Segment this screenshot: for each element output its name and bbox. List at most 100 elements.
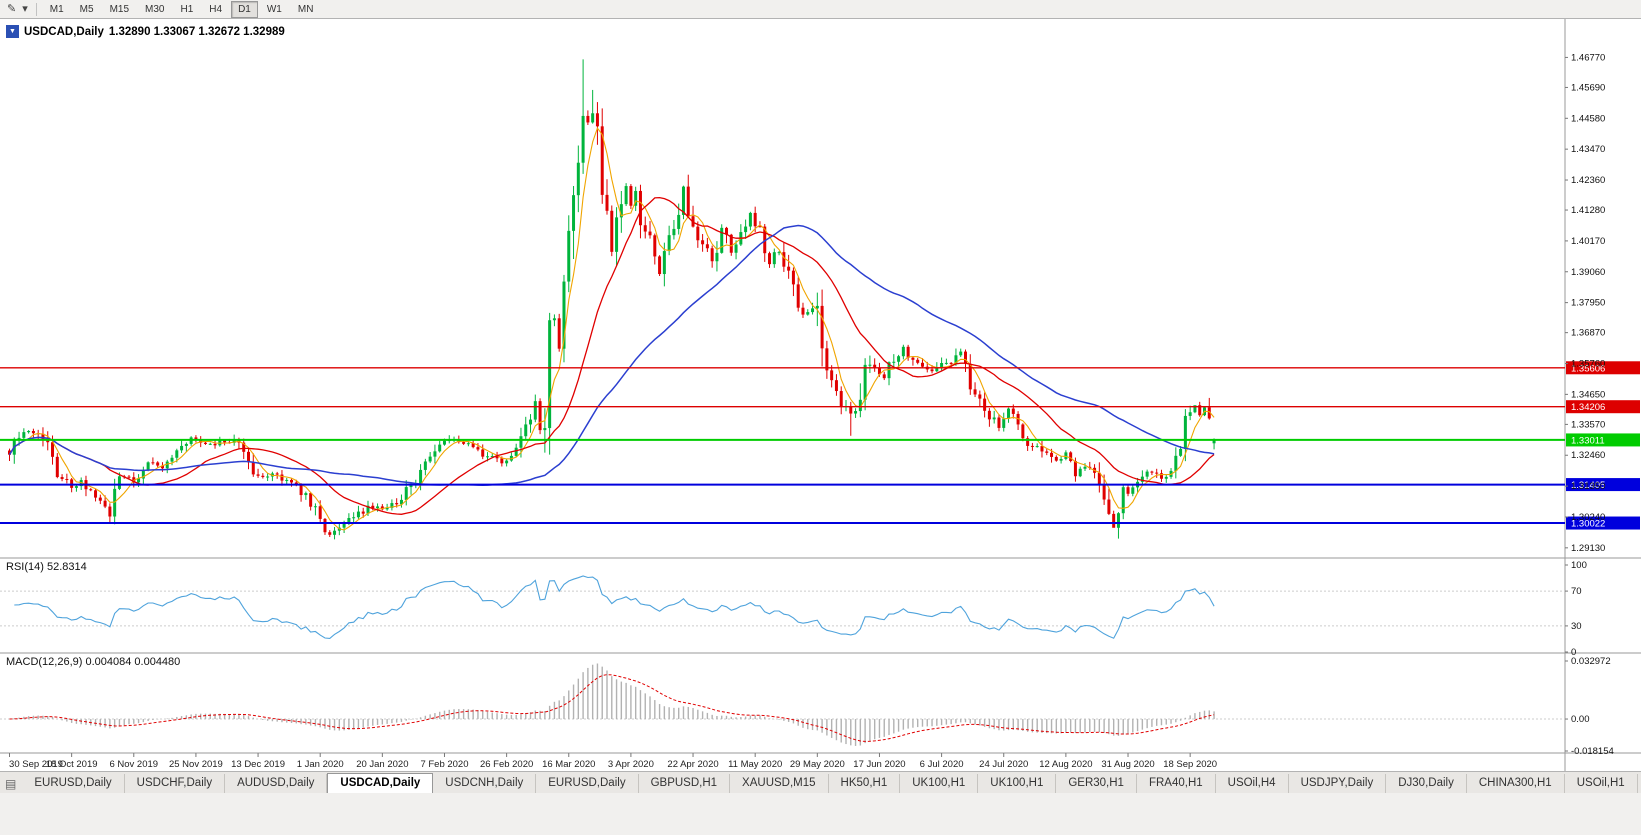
price-tag-label: 1.30022 (1571, 519, 1605, 530)
chart-title-symbol: USDCAD,Daily (24, 25, 104, 38)
date-axis-label[interactable]: 26 Feb 2020 (480, 759, 533, 770)
date-axis-label[interactable]: 7 Feb 2020 (420, 759, 468, 770)
price-axis-label: 1.29130 (1571, 543, 1605, 554)
timeframe-button-mn[interactable]: MN (297, 3, 314, 15)
rsi-axis-label: 70 (1571, 586, 1582, 597)
tab-usoil-h4[interactable]: USOil,H4 (1216, 774, 1289, 793)
timeframe-buttons: M1 M5 M15 M30 H1 H4 D1 W1 MN (42, 0, 322, 18)
tab-audusd-daily[interactable]: AUDUSD,Daily (225, 774, 328, 793)
tab-china300-h1[interactable]: CHINA300,H1 (1467, 774, 1565, 793)
chart-area: ▼ USDCAD,Daily 1.32890 1.33067 1.32672 1… (0, 19, 1641, 771)
rsi-label: RSI(14) 52.8314 (6, 561, 87, 573)
rsi-axis-label: 100 (1571, 560, 1587, 571)
price-axis-label: 1.36870 (1571, 328, 1605, 339)
price-axis-label: 1.41280 (1571, 205, 1605, 216)
rsi-line (14, 575, 1215, 639)
tab-usdchf-daily[interactable]: USDCHF,Daily (125, 774, 226, 793)
date-axis-label[interactable]: 22 Apr 2020 (667, 759, 718, 770)
price-axis-label: 1.42360 (1571, 175, 1605, 186)
timeframe-button-m1[interactable]: M1 (49, 3, 64, 15)
price-axis-label: 1.32460 (1571, 450, 1605, 461)
timeframe-button-w1[interactable]: W1 (266, 3, 282, 15)
date-axis-label[interactable]: 17 Jun 2020 (853, 759, 905, 770)
ma-fast-line (9, 126, 1215, 531)
date-axis-label[interactable]: 16 Mar 2020 (542, 759, 595, 770)
tab-ger30-h1[interactable]: GER30,H1 (1056, 774, 1137, 793)
price-axis-label: 1.33570 (1571, 419, 1605, 430)
tab-usdcnh-daily[interactable]: USDCNH,Daily (433, 774, 537, 793)
date-axis-label[interactable]: 20 Jan 2020 (356, 759, 408, 770)
date-axis-label[interactable]: 24 Jul 2020 (979, 759, 1028, 770)
chevron-down-icon[interactable]: ▾ (22, 3, 28, 15)
price-tag-label: 1.35606 (1571, 363, 1605, 374)
date-axis-label[interactable]: 12 Aug 2020 (1039, 759, 1092, 770)
chart-collapse-icon[interactable]: ▼ (6, 25, 19, 38)
date-axis-label[interactable]: 3 Apr 2020 (608, 759, 654, 770)
tab-strip: EURUSD,Daily USDCHF,Daily AUDUSD,Daily USDC… (22, 773, 1638, 793)
timeframe-button-m15[interactable]: M15 (109, 3, 130, 15)
macd-axis-label: 0.032972 (1571, 656, 1611, 667)
chart-canvas[interactable]: 1.35606 1.34206 1.33011 1.31405 1.30022 1.467… (0, 19, 1641, 771)
price-axis-label: 1.30240 (1571, 512, 1605, 523)
date-axis-label[interactable]: 30 Sep 2019 (9, 759, 63, 770)
tab-fra40-h1[interactable]: FRA40,H1 (1137, 774, 1216, 793)
macd-axis-label: 0.00 (1571, 714, 1590, 725)
price-tag (1566, 433, 1640, 447)
timeframe-button-d1[interactable]: D1 (231, 0, 258, 18)
tab-xauusd-m15[interactable]: XAUUSD,M15 (730, 774, 829, 793)
bottom-empty-strip (0, 793, 1641, 835)
macd-signal-line (9, 674, 1215, 742)
chart-tab-bar: ▤ EURUSD,Daily USDCHF,Daily AUDUSD,Daily US… (0, 771, 1641, 793)
tab-usoil-h1[interactable]: USOil,H1 (1565, 774, 1638, 793)
price-tag (1566, 478, 1640, 492)
macd-label: MACD(12,26,9) 0.004084 0.004480 (6, 656, 181, 668)
rsi-axis-label: 0 (1571, 647, 1576, 658)
date-axis-label[interactable]: 6 Nov 2019 (109, 759, 158, 770)
tab-hk50-h1[interactable]: HK50,H1 (829, 774, 901, 793)
date-axis-label[interactable]: 1 Jan 2020 (297, 759, 344, 770)
macd-axis-label: -0.018154 (1571, 746, 1614, 757)
chart-title-ohlc: 1.32890 1.33067 1.32672 1.32989 (108, 25, 285, 38)
ma-mid-line (8, 196, 1215, 515)
price-axis-label: 1.37950 (1571, 298, 1605, 309)
date-axis-label[interactable]: 13 Dec 2019 (231, 759, 285, 770)
tab-uk100-h1[interactable]: UK100,H1 (978, 774, 1057, 793)
date-axis-label[interactable]: 18 Oct 2019 (46, 759, 98, 770)
price-axis-label: 1.35760 (1571, 359, 1605, 370)
ma-slow-line (8, 224, 1215, 486)
date-axis-label[interactable]: 11 May 2020 (728, 759, 782, 770)
price-tag-label: 1.34206 (1571, 402, 1605, 413)
timeframe-button-m5[interactable]: M5 (79, 3, 94, 15)
price-axis-label: 1.31350 (1571, 481, 1605, 492)
tab-uk100-h1[interactable]: UK100,H1 (900, 774, 979, 793)
timeframe-button-h1[interactable]: H1 (180, 3, 194, 15)
toolbar-separator (35, 2, 37, 16)
date-axis-label[interactable]: 31 Aug 2020 (1101, 759, 1154, 770)
price-tag (1566, 516, 1640, 530)
date-axis-label[interactable]: 29 May 2020 (790, 759, 845, 770)
chart-windows-icon[interactable]: ▤ (5, 777, 17, 791)
price-tag (1566, 361, 1640, 375)
tab-eurusd-daily[interactable]: EURUSD,Daily (536, 774, 639, 793)
price-tag (1566, 400, 1640, 414)
tab-eurusd-daily[interactable]: EURUSD,Daily (22, 774, 125, 793)
timeframe-button-h4[interactable]: H4 (209, 3, 223, 15)
timeframe-button-m30[interactable]: M30 (145, 3, 165, 15)
top-toolbar: ✎ ▾ M1 M5 M15 M30 H1 H4 D1 W1 MN (0, 0, 1641, 19)
tab-usdcad-daily[interactable]: USDCAD,Daily (327, 773, 434, 793)
date-axis-label[interactable]: 25 Nov 2019 (169, 759, 223, 770)
date-axis-label[interactable]: 18 Sep 2020 (1163, 759, 1217, 770)
price-tag-label: 1.31405 (1571, 480, 1605, 491)
chart-title: ▼ USDCAD,Daily 1.32890 1.33067 1.32672 1… (6, 25, 285, 38)
tab-dj30-daily[interactable]: DJ30,Daily (1386, 774, 1467, 793)
cursor-tool-icon[interactable]: ✎ (7, 3, 17, 15)
price-tag-label: 1.33011 (1571, 435, 1605, 446)
price-axis-label: 1.46770 (1571, 52, 1605, 63)
date-axis-label[interactable]: 6 Jul 2020 (920, 759, 964, 770)
price-axis-label: 1.45690 (1571, 82, 1605, 93)
price-axis-label: 1.43470 (1571, 144, 1605, 155)
tab-gbpusd-h1[interactable]: GBPUSD,H1 (639, 774, 731, 793)
candles-layer (8, 59, 1216, 540)
price-axis-label: 1.39060 (1571, 267, 1605, 278)
tab-usdjpy-daily[interactable]: USDJPY,Daily (1289, 774, 1387, 793)
